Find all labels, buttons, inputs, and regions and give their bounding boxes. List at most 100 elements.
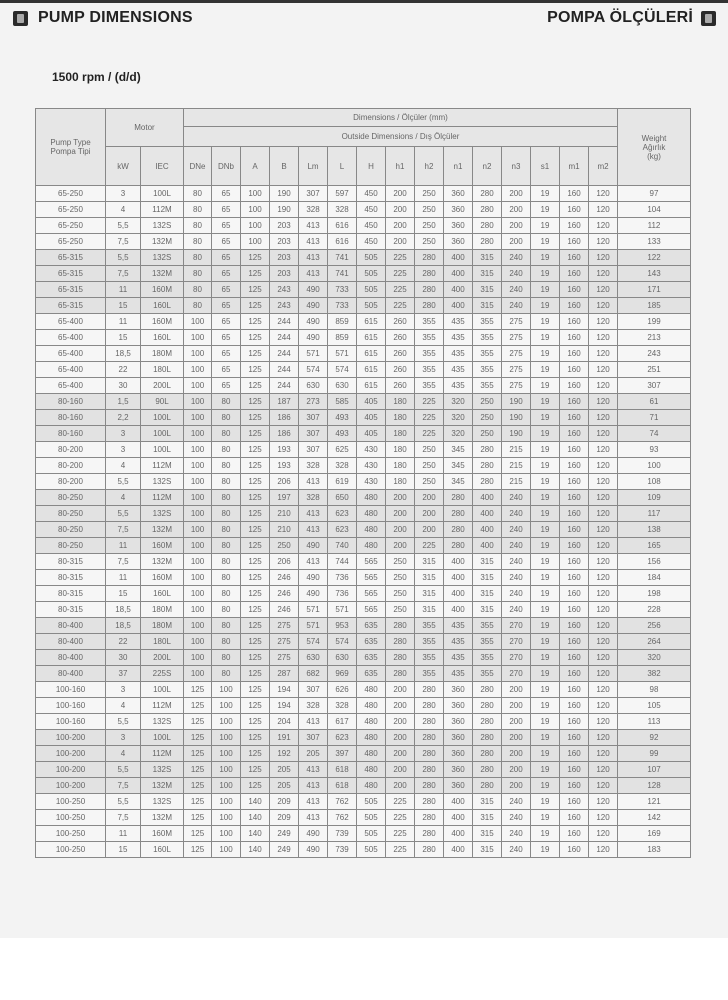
- cell-h2: 280: [414, 249, 444, 266]
- weight-cell: 109: [617, 489, 691, 506]
- cell-kw: 1,5: [105, 393, 141, 410]
- weight-cell: 107: [617, 761, 691, 778]
- cell-h: 480: [356, 489, 386, 506]
- cell-a: 125: [240, 489, 270, 506]
- cell-dne: 80: [183, 265, 212, 282]
- weight-cell: 264: [617, 633, 691, 650]
- weight-cell: 98: [617, 681, 691, 698]
- cell-m2: 120: [588, 489, 618, 506]
- cell-m1: 160: [559, 825, 589, 842]
- cell-a: 125: [240, 393, 270, 410]
- cell-h2: 225: [414, 409, 444, 426]
- cell-h2: 200: [414, 489, 444, 506]
- cell-a: 125: [240, 777, 270, 794]
- cell-n3: 200: [501, 745, 531, 762]
- cell-m2: 120: [588, 505, 618, 522]
- cell-b: 246: [269, 569, 299, 586]
- cell-h: 635: [356, 649, 386, 666]
- page-title-tr: POMPA ÖLÇÜLERİ: [547, 9, 693, 26]
- cell-n1: 400: [443, 249, 473, 266]
- cell-h2: 280: [414, 265, 444, 282]
- table-row: 65-315 15 160L 80 65 125 243 490 733 505 225 280 400…: [35, 297, 691, 314]
- cell-s1: 19: [530, 537, 560, 554]
- cell-m1: 160: [559, 249, 589, 266]
- cell-n1: 400: [443, 825, 473, 842]
- cell-dne: 100: [183, 409, 212, 426]
- cell-h: 405: [356, 425, 386, 442]
- cell-h2: 315: [414, 601, 444, 618]
- cell-dne: 100: [183, 345, 212, 362]
- cell-n1: 435: [443, 665, 473, 682]
- cell-n2: 355: [472, 377, 502, 394]
- cell-b: 209: [269, 809, 299, 826]
- cell-dnb: 80: [211, 409, 241, 426]
- weight-cell: 138: [617, 521, 691, 538]
- cell-m2: 120: [588, 697, 618, 714]
- cell-m1: 160: [559, 361, 589, 378]
- cell-h1: 280: [385, 665, 415, 682]
- cell-h: 615: [356, 361, 386, 378]
- cell-iec: 132M: [140, 265, 184, 282]
- cell-kw: 4: [105, 489, 141, 506]
- cell-m1: 160: [559, 777, 589, 794]
- cell-m1: 160: [559, 665, 589, 682]
- cell-b: 203: [269, 265, 299, 282]
- cell-h: 430: [356, 457, 386, 474]
- cell-lm: 413: [298, 777, 328, 794]
- cell-b: 243: [269, 297, 299, 314]
- cell-h1: 225: [385, 809, 415, 826]
- cell-iec: 132S: [140, 761, 184, 778]
- cell-b: 193: [269, 457, 299, 474]
- cell-h1: 180: [385, 409, 415, 426]
- cell-a: 125: [240, 569, 270, 586]
- cell-s1: 19: [530, 473, 560, 490]
- cell-m2: 120: [588, 425, 618, 442]
- cell-n3: 240: [501, 553, 531, 570]
- cell-dne: 100: [183, 617, 212, 634]
- cell-n2: 280: [472, 697, 502, 714]
- cell-n3: 240: [501, 825, 531, 842]
- cell-n1: 435: [443, 633, 473, 650]
- cell-kw: 11: [105, 281, 141, 298]
- table-row: 65-400 22 180L 100 65 125 244 574 574 615 260 355 43…: [35, 361, 691, 378]
- cell-n1: 360: [443, 201, 473, 218]
- cell-n3: 190: [501, 409, 531, 426]
- cell-n1: 320: [443, 409, 473, 426]
- cell-iec: 160M: [140, 825, 184, 842]
- cell-h2: 355: [414, 345, 444, 362]
- cell-dne: 80: [183, 201, 212, 218]
- cell-l: 617: [327, 713, 357, 730]
- cell-n3: 240: [501, 601, 531, 618]
- cell-dnb: 80: [211, 505, 241, 522]
- header-right: POMPA ÖLÇÜLERİ: [547, 9, 716, 27]
- cell-h2: 250: [414, 457, 444, 474]
- cell-lm: 490: [298, 825, 328, 842]
- cell-m2: 120: [588, 761, 618, 778]
- cell-n2: 250: [472, 409, 502, 426]
- cell-h: 430: [356, 441, 386, 458]
- table-row: 80-315 7,5 132M 100 80 125 206 413 744 565 250 315 4…: [35, 553, 691, 570]
- cell-dne: 100: [183, 665, 212, 682]
- cell-a: 100: [240, 217, 270, 234]
- cell-dne: 80: [183, 297, 212, 314]
- cell-dne: 125: [183, 793, 212, 810]
- table-row: 80-160 1,5 90L 100 80 125 187 273 585 405 180 225 32…: [35, 393, 691, 410]
- cell-h: 480: [356, 505, 386, 522]
- weight-cell: 122: [617, 249, 691, 266]
- cell-lm: 413: [298, 553, 328, 570]
- cell-l: 571: [327, 345, 357, 362]
- cell-b: 204: [269, 713, 299, 730]
- cell-kw: 7,5: [105, 809, 141, 826]
- cell-h: 480: [356, 777, 386, 794]
- cell-n2: 315: [472, 265, 502, 282]
- cell-n1: 360: [443, 745, 473, 762]
- cell-kw: 5,5: [105, 713, 141, 730]
- cell-m1: 160: [559, 281, 589, 298]
- cell-h1: 250: [385, 569, 415, 586]
- cell-n3: 200: [501, 681, 531, 698]
- cell-lm: 413: [298, 713, 328, 730]
- cell-b: 203: [269, 233, 299, 250]
- cell-l: 574: [327, 361, 357, 378]
- cell-dne: 100: [183, 505, 212, 522]
- cell-m2: 120: [588, 201, 618, 218]
